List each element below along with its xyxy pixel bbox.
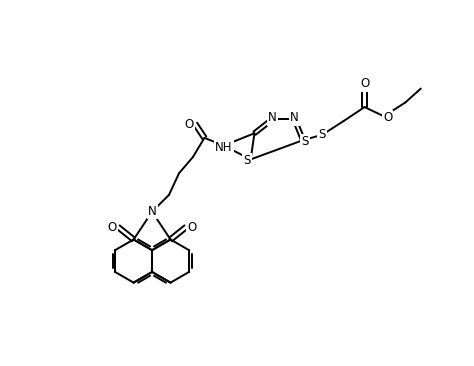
- Text: N: N: [148, 205, 156, 218]
- Text: O: O: [108, 221, 117, 234]
- Text: O: O: [383, 111, 392, 124]
- Text: S: S: [243, 154, 250, 168]
- Text: O: O: [360, 78, 369, 90]
- Text: O: O: [188, 221, 197, 234]
- Text: S: S: [319, 128, 326, 141]
- Text: N: N: [290, 111, 299, 124]
- Text: S: S: [301, 135, 309, 148]
- Text: O: O: [184, 117, 194, 131]
- Text: N: N: [268, 111, 276, 124]
- Text: NH: NH: [215, 141, 232, 154]
